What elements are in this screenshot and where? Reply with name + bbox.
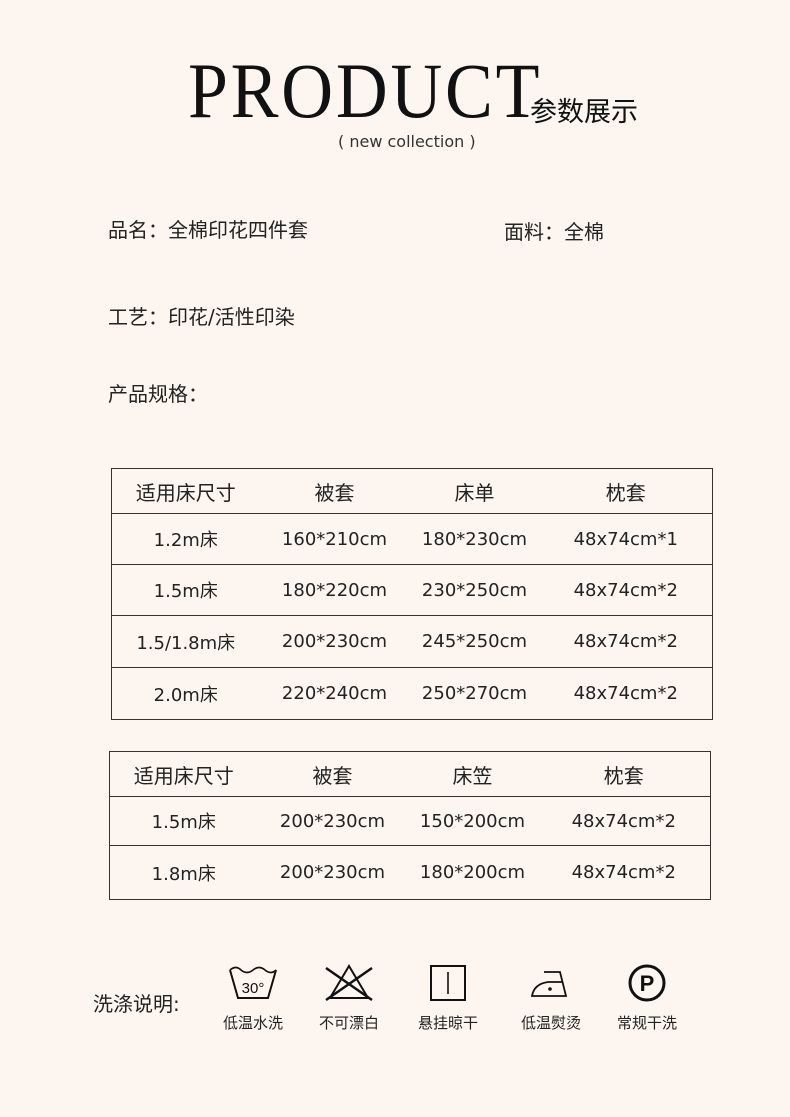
svg-text:30°: 30° xyxy=(242,980,265,997)
table-row: 1.2m床 160*210cm 180*230cm 48x74cm*1 xyxy=(111,513,713,565)
cell: 2.0m床 xyxy=(153,684,218,706)
care-item-dry: 悬挂晾干 xyxy=(408,962,488,1033)
care-item-iron: 低温熨烫 xyxy=(511,962,591,1033)
care-item-label: 低温熨烫 xyxy=(520,1014,581,1032)
page-title: 参数展示 xyxy=(530,97,638,128)
cell: 180*200cm xyxy=(419,862,526,883)
cell: 230*250cm xyxy=(409,564,540,616)
header-cell: 床笠 xyxy=(407,751,538,797)
cell: 200*230cm xyxy=(257,796,408,846)
product-craft: 工艺：印花/活性印染 xyxy=(108,305,295,329)
cell: 160*210cm xyxy=(259,513,410,565)
table-row: 1.5m床 180*220cm 230*250cm 48x74cm*2 xyxy=(111,564,713,616)
cell: 1.5/1.8m床 xyxy=(111,615,260,668)
cell: 48x74cm*2 xyxy=(539,564,713,616)
cell: 180*230cm xyxy=(409,513,540,565)
cell: 245*250cm xyxy=(409,615,540,668)
spec-table-1: 适用床尺寸 被套 床单 枕套 1.2m床 160*210cm 180*230cm 48… xyxy=(111,468,713,720)
cell: 200*230cm xyxy=(279,862,386,883)
dry-clean-p-icon: P xyxy=(628,964,666,1002)
hang-dry-icon xyxy=(430,965,466,1001)
table-row: 1.8m床 200*230cm 180*200cm 48x74cm*2 xyxy=(110,846,711,900)
table-row: 1.5/1.8m床 200*230cm 245*250cm 48x74cm*2 xyxy=(111,615,713,668)
product-logo: PRODUCT xyxy=(188,47,543,134)
care-label: 洗涤说明: xyxy=(93,992,180,1016)
cell: 48x74cm*2 xyxy=(537,796,711,846)
table-header-row: 适用床尺寸 被套 床笠 枕套 xyxy=(109,751,711,797)
care-item-label: 不可漂白 xyxy=(318,1014,379,1032)
cell: 1.8m床 xyxy=(151,863,216,885)
spec-label: 产品规格： xyxy=(108,382,208,406)
product-name: 品名：全棉印花四件套 xyxy=(108,218,308,242)
care-item-dryclean: P 常规干洗 xyxy=(607,962,687,1033)
header-cell: 适用床尺寸 xyxy=(109,751,258,797)
cell: 1.2m床 xyxy=(111,513,260,565)
wash-30-icon: 30° xyxy=(229,966,277,999)
cell: 150*200cm xyxy=(407,796,538,846)
care-item-bleach: 不可漂白 xyxy=(309,962,389,1033)
header-cell: 适用床尺寸 xyxy=(111,468,260,514)
low-iron-icon xyxy=(530,971,568,997)
table-row: 1.5m床 200*230cm 150*200cm 48x74cm*2 xyxy=(109,796,711,846)
care-item-label: 悬挂晾干 xyxy=(417,1014,478,1032)
header-cell: 枕套 xyxy=(537,751,711,797)
header-cell: 被套 xyxy=(259,468,410,514)
care-item-wash: 30° 低温水洗 xyxy=(213,962,293,1033)
svg-text:P: P xyxy=(640,971,655,996)
spec-table-2: 适用床尺寸 被套 床笠 枕套 1.5m床 200*230cm 150*200cm 48… xyxy=(109,751,711,900)
cell: 200*230cm xyxy=(259,615,410,668)
table-row: 2.0m床 220*240cm 250*270cm 48x74cm*2 xyxy=(112,668,713,720)
care-item-label: 常规干洗 xyxy=(616,1014,677,1032)
cell: 48x74cm*2 xyxy=(573,683,678,704)
header-cell: 被套 xyxy=(257,751,408,797)
cell: 48x74cm*2 xyxy=(539,615,713,668)
header-cell: 枕套 xyxy=(539,468,713,514)
logo-subtitle: ( new collection ) xyxy=(338,132,476,151)
cell: 1.5m床 xyxy=(111,564,260,616)
care-item-label: 低温水洗 xyxy=(222,1014,283,1032)
cell: 180*220cm xyxy=(259,564,410,616)
cell: 220*240cm xyxy=(281,683,388,704)
cell: 1.5m床 xyxy=(109,796,258,846)
cell: 48x74cm*1 xyxy=(539,513,713,565)
header-cell: 床单 xyxy=(409,468,540,514)
product-material: 面料：全棉 xyxy=(504,220,604,244)
cell: 250*270cm xyxy=(421,683,528,704)
cell: 48x74cm*2 xyxy=(571,862,676,883)
table-header-row: 适用床尺寸 被套 床单 枕套 xyxy=(111,468,713,514)
no-bleach-icon xyxy=(325,964,373,1002)
